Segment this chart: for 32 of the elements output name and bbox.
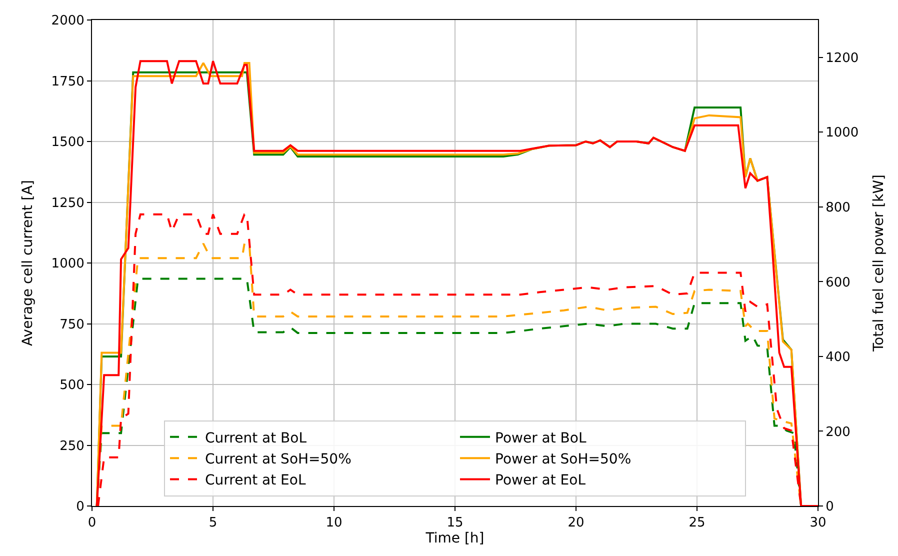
- legend-label: Current at EoL: [205, 472, 306, 489]
- x-tick-label: 20: [568, 516, 584, 531]
- y2-tick-label: 1200: [826, 50, 859, 66]
- x-tick-label: 25: [688, 516, 706, 531]
- y2-axis-title: Total fuel cell power [kW]: [870, 174, 887, 353]
- y2-tick-label: 200: [826, 424, 850, 440]
- y2-tick-label: 0: [826, 500, 834, 515]
- legend-label: Power at SoH=50%: [495, 452, 632, 468]
- y-tick-label: 250: [60, 438, 84, 454]
- y-tick-label: 1500: [51, 135, 84, 150]
- y-tick-label: 750: [60, 317, 84, 332]
- y-tick-label: 1750: [51, 74, 84, 90]
- x-tick-label: 15: [446, 516, 464, 531]
- y-axis-title: Average cell current [A]: [20, 180, 36, 346]
- legend-label: Power at EoL: [495, 472, 586, 489]
- y-tick-label: 1000: [51, 256, 84, 272]
- x-axis-title: Time [h]: [424, 530, 484, 547]
- x-tick-label: 0: [88, 516, 96, 531]
- legend-label: Power at BoL: [495, 430, 586, 446]
- y-tick-label: 0: [76, 500, 84, 515]
- legend-label: Current at SoH=50%: [205, 452, 352, 468]
- y-tick-label: 500: [60, 378, 84, 394]
- x-tick-label: 30: [810, 516, 826, 531]
- x-tick-label: 5: [208, 516, 218, 531]
- y2-tick-label: 1000: [826, 126, 859, 141]
- x-tick-label: 10: [326, 516, 342, 531]
- y2-tick-label: 400: [826, 350, 850, 366]
- y2-tick-label: 800: [826, 200, 850, 216]
- y-tick-label: 1250: [51, 196, 84, 211]
- legend-label: Current at BoL: [205, 430, 307, 446]
- y-tick-label: 2000: [51, 14, 84, 29]
- y2-tick-label: 600: [826, 275, 850, 290]
